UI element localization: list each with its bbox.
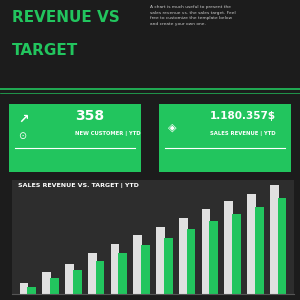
Text: 1.180.357$: 1.180.357$ <box>210 111 276 121</box>
Text: 358: 358 <box>75 109 104 123</box>
Bar <box>73 270 82 294</box>
Text: ◈: ◈ <box>168 123 176 133</box>
Bar <box>43 272 51 294</box>
Text: A chart is much useful to present the
sales revenue vs. the sales target. Feel
f: A chart is much useful to present the sa… <box>150 5 236 26</box>
Bar <box>278 199 286 294</box>
Bar <box>255 207 263 294</box>
Bar <box>224 201 233 294</box>
Bar <box>232 214 241 294</box>
Bar <box>118 253 127 294</box>
Text: NEW CUSTOMER | YTD: NEW CUSTOMER | YTD <box>75 131 141 136</box>
Bar <box>65 264 74 294</box>
Text: REVENUE VS: REVENUE VS <box>12 10 120 25</box>
Bar <box>179 218 188 294</box>
Bar <box>96 261 104 294</box>
Text: TARGET: TARGET <box>12 43 78 58</box>
Bar <box>209 221 218 294</box>
Text: SALES REVENUE VS. TARGET | YTD: SALES REVENUE VS. TARGET | YTD <box>18 183 139 188</box>
Bar <box>202 209 210 294</box>
Bar <box>50 278 59 294</box>
FancyBboxPatch shape <box>9 104 141 172</box>
Bar <box>20 283 28 294</box>
Text: ↗: ↗ <box>18 113 28 126</box>
Bar <box>187 229 195 294</box>
Bar <box>141 245 150 294</box>
Bar <box>134 236 142 294</box>
Text: ⊙: ⊙ <box>18 131 26 141</box>
Bar <box>270 185 278 294</box>
FancyBboxPatch shape <box>159 104 291 172</box>
Bar <box>156 227 165 294</box>
Bar <box>111 244 119 294</box>
Bar <box>164 238 172 294</box>
Bar <box>28 287 36 294</box>
Bar <box>247 194 256 294</box>
Bar <box>88 253 97 294</box>
Text: SALES REVENUE | YTD: SALES REVENUE | YTD <box>210 131 276 136</box>
